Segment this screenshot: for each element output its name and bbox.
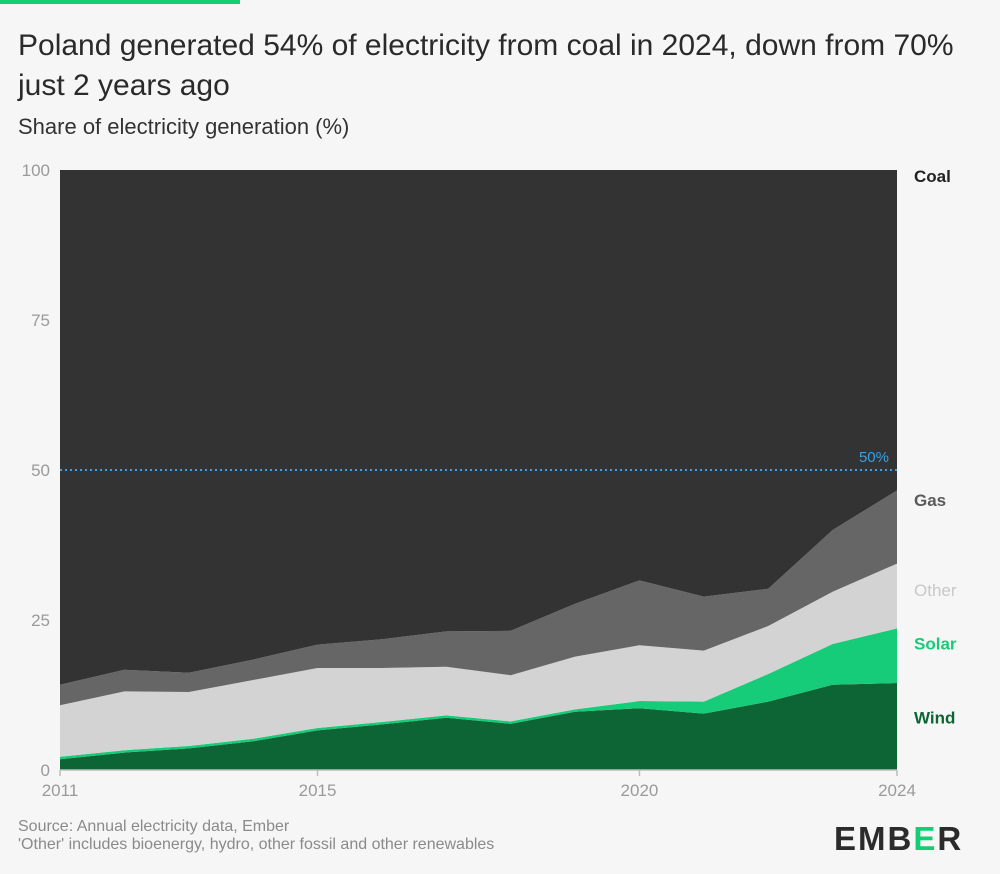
x-tick-label: 2020 <box>621 781 659 800</box>
brand-accent-bar <box>0 0 240 4</box>
y-tick-label: 0 <box>41 761 50 780</box>
y-tick-label: 100 <box>22 161 50 180</box>
series-label-coal: Coal <box>914 167 951 186</box>
source-text: Source: Annual electricity data, Ember <box>18 818 290 835</box>
area-solar <box>60 628 897 760</box>
reference-line-label: 50% <box>859 449 889 466</box>
area-gas <box>60 490 897 706</box>
axes: 0 25 50 75 100 2011 2015 2020 2024 <box>22 161 916 800</box>
logo-text-prefix: EMB <box>834 820 914 857</box>
y-tick-label: 75 <box>31 311 50 330</box>
reference-line-group: 50% <box>60 449 897 471</box>
area-wind <box>60 683 897 770</box>
series-label-other: Other <box>914 581 957 600</box>
series-labels: Wind Solar Other Gas Coal <box>914 167 957 728</box>
area-other <box>60 563 897 757</box>
chart-title: Poland generated 54% of electricity from… <box>18 29 954 102</box>
x-tick-label: 2024 <box>878 781 916 800</box>
ember-logo: EMBER <box>834 820 963 858</box>
x-tick-label: 2011 <box>42 781 79 800</box>
stacked-area-chart: 50% 0 25 50 75 100 2011 2015 2020 2024 Wind Solar… <box>22 161 957 800</box>
series-label-gas: Gas <box>914 491 946 510</box>
area-coal <box>60 170 897 685</box>
footnote: Source: Annual electricity data, Ember '… <box>18 818 494 854</box>
chart-subtitle: Share of electricity generation (%) <box>18 114 350 139</box>
y-tick-label: 25 <box>31 611 50 630</box>
series-label-wind: Wind <box>914 709 955 728</box>
logo-text-mid: E <box>913 820 938 857</box>
series-areas <box>60 170 897 770</box>
x-tick-label: 2015 <box>299 781 337 800</box>
logo-text-suffix: R <box>937 820 964 857</box>
series-label-solar: Solar <box>914 635 957 654</box>
y-tick-label: 50 <box>31 461 50 480</box>
note-text: 'Other' includes bioenergy, hydro, other… <box>18 836 495 853</box>
